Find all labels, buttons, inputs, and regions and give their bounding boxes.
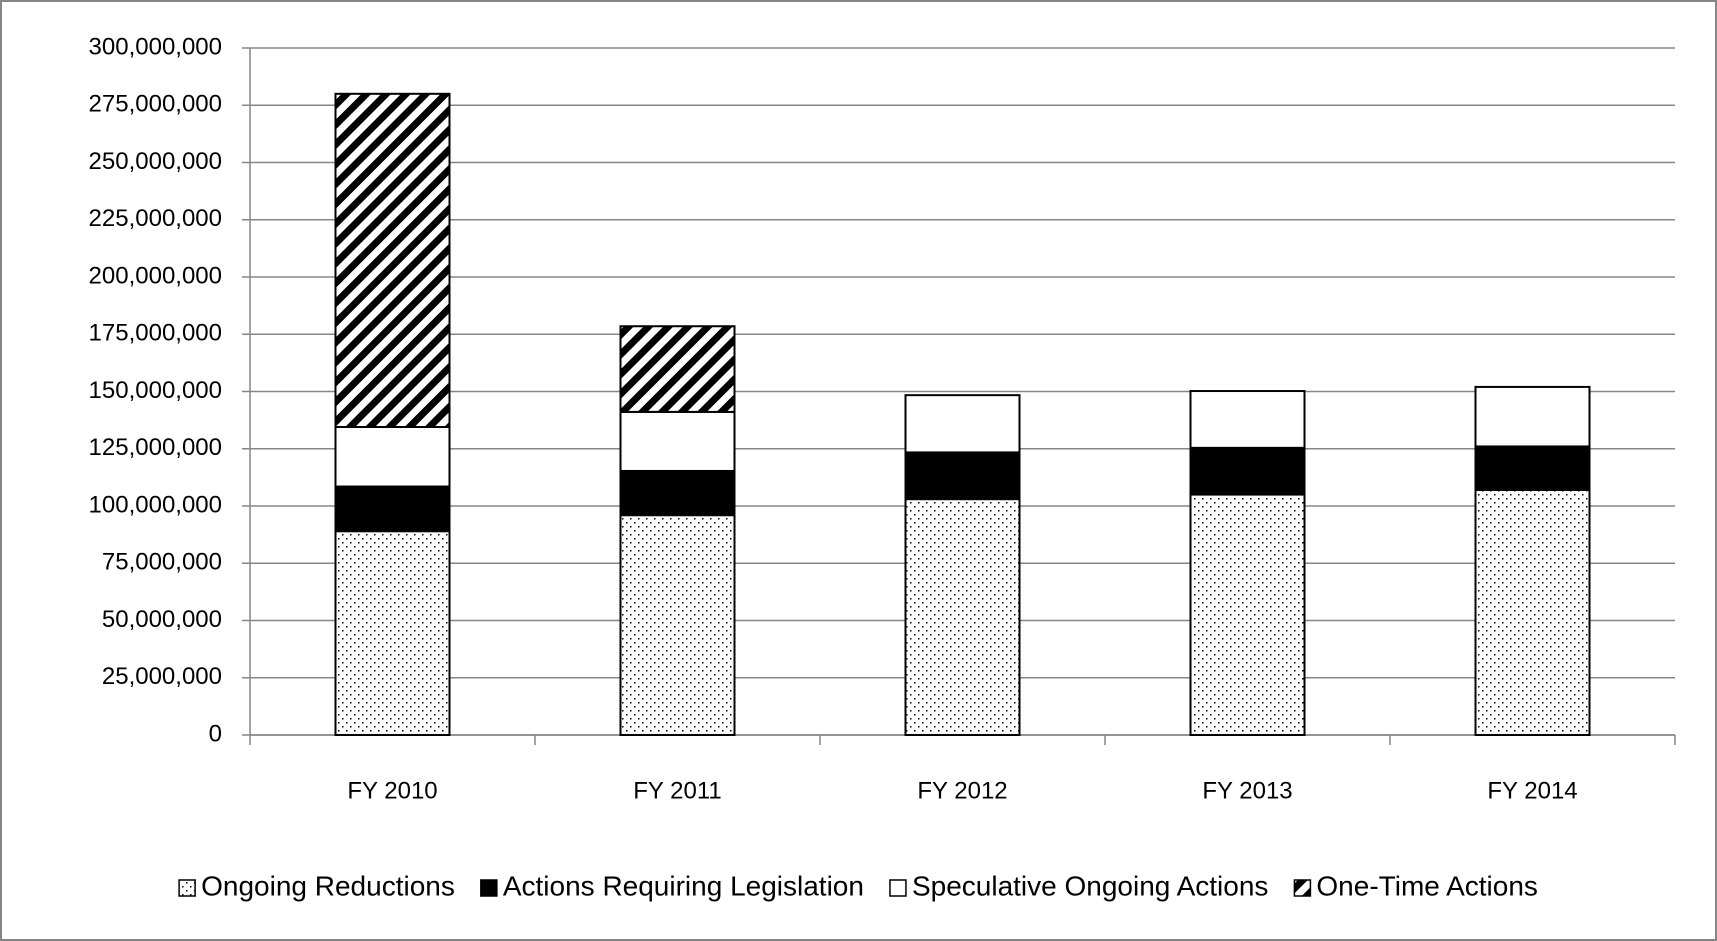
y-tick-label: 125,000,000 [89, 434, 222, 461]
y-tick-label: 200,000,000 [89, 262, 222, 289]
legend-marker [178, 879, 196, 897]
y-tick-label: 300,000,000 [89, 33, 222, 60]
y-tick-label: 75,000,000 [102, 549, 222, 576]
bar-segment [1189, 493, 1306, 736]
bar-segment [1474, 385, 1591, 448]
y-tick-label: 0 [209, 720, 222, 747]
bar-segment [334, 530, 451, 736]
bar-segment [904, 451, 1021, 501]
legend-marker [480, 879, 498, 897]
bar-segment [1474, 488, 1591, 736]
bar-segment [1189, 446, 1306, 496]
legend-label: One-Time Actions [1316, 870, 1537, 901]
bar-segment [619, 469, 736, 517]
y-tick-label: 25,000,000 [102, 663, 222, 690]
y-tick-label: 250,000,000 [89, 148, 222, 175]
bar-segment [619, 325, 736, 413]
bar-segment [904, 394, 1021, 454]
legend-marker [889, 879, 907, 897]
legend-label: Ongoing Reductions [201, 870, 455, 901]
y-tick-label: 150,000,000 [89, 377, 222, 404]
bar-segment [619, 514, 736, 736]
bar-segment [334, 425, 451, 488]
y-tick-label: 225,000,000 [89, 205, 222, 232]
y-tick-label: 275,000,000 [89, 91, 222, 118]
bar-segment [334, 485, 451, 533]
x-tick-label: FY 2013 [1202, 777, 1292, 804]
bar-segment [619, 410, 736, 472]
legend-label: Speculative Ongoing Actions [912, 870, 1268, 901]
x-tick-label: FY 2014 [1487, 777, 1577, 804]
bar-segment [904, 498, 1021, 736]
y-tick-label: 175,000,000 [89, 320, 222, 347]
x-tick-label: FY 2010 [347, 777, 437, 804]
bar-segment [1474, 445, 1591, 491]
y-tick-label: 100,000,000 [89, 491, 222, 518]
bar-segment [334, 92, 451, 428]
legend-label: Actions Requiring Legislation [503, 870, 864, 901]
legend-marker [1293, 879, 1312, 897]
x-tick-label: FY 2011 [633, 777, 722, 804]
y-tick-label: 50,000,000 [102, 606, 222, 633]
bar-segment [1189, 390, 1306, 449]
x-tick-label: FY 2012 [917, 777, 1007, 804]
